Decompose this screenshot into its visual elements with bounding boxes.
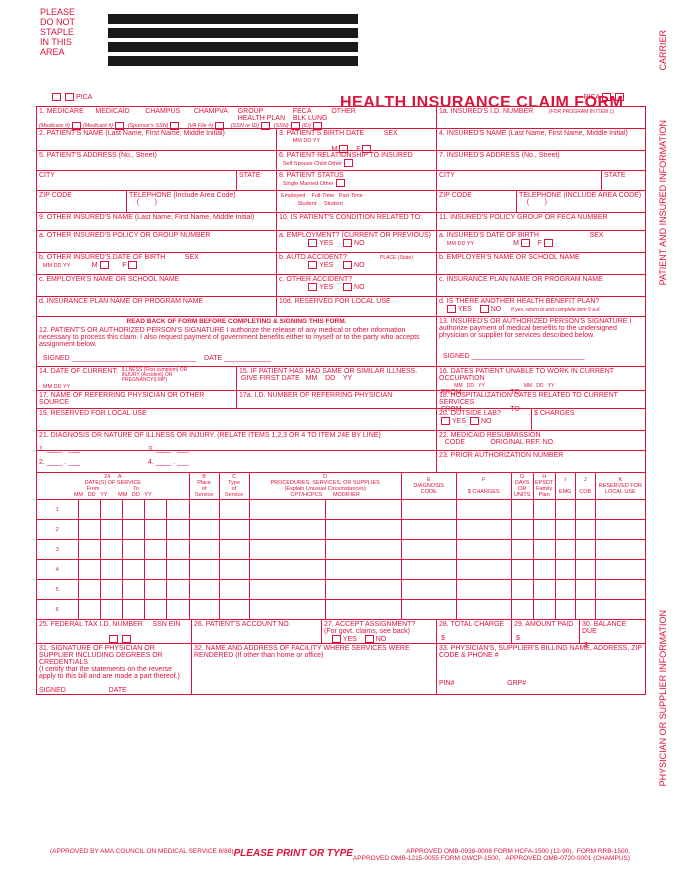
- field-26: 26. PATIENT'S ACCOUNT NO.: [192, 620, 322, 643]
- field-9a: a. OTHER INSURED'S POLICY OR GROUP NUMBE…: [37, 231, 277, 252]
- field-10d: 10d. RESERVED FOR LOCAL USE: [277, 297, 437, 316]
- field-15: 15. IF PATIENT HAS HAD SAME OR SIMILAR I…: [237, 367, 437, 390]
- field-8: 8. PATIENT STATUS Single Married Other: [277, 171, 437, 190]
- field-5-zip: ZIP CODE: [37, 191, 127, 212]
- field-14: 14. DATE OF CURRENT: ILLNESS (First symp…: [37, 367, 237, 390]
- field-13: 13. INSURED'S OR AUTHORIZED PERSON'S SIG…: [437, 317, 645, 366]
- field-23: 23. PRIOR AUTHORIZATION NUMBER: [437, 451, 645, 472]
- field-1a: 1a. INSURED'S I.D. NUMBER (FOR PROGRAM I…: [437, 107, 645, 128]
- field-7-zip: ZIP CODE: [437, 191, 517, 212]
- field-33: 33. PHYSICIAN'S, SUPPLIER'S BILLING NAME…: [437, 644, 645, 694]
- field-30: 30. BALANCE DUE $: [580, 620, 645, 643]
- carrier-label: CARRIER: [658, 30, 668, 71]
- field-2: 2. PATIENT'S NAME (Last Name, First Name…: [37, 129, 277, 150]
- field-8b: Employed Full-Time Part-Time Student Stu…: [277, 191, 437, 212]
- field-10c: c. OTHER ACCIDENT? YES NO: [277, 275, 437, 296]
- field-9: 9. OTHER INSURED'S NAME (Last Name, Firs…: [37, 213, 277, 230]
- field-7-city: CITY: [437, 171, 602, 190]
- field-16: 16. DATES PATIENT UNABLE TO WORK IN CURR…: [437, 367, 645, 390]
- field-5-state: STATE: [237, 171, 277, 190]
- service-table: 24. A DATE(S) OF SERVICEFrom ToMM DD YY …: [37, 473, 645, 620]
- field-9d: d. INSURANCE PLAN NAME OR PROGRAM NAME: [37, 297, 277, 316]
- field-20c: $ CHARGES: [532, 409, 645, 430]
- field-10b: b. AUTO ACCIDENT? PLACE (State) YES NO: [277, 253, 437, 274]
- field-3: 3. PATIENT'S BIRTH DATE SEX MM DD YY M F: [277, 129, 437, 150]
- field-9b: b. OTHER INSURED'S DATE OF BIRTH SEX MM …: [37, 253, 277, 274]
- side-phys-label: PHYSICIAN OR SUPPLIER INFORMATION: [658, 610, 668, 786]
- field-6: 6. PATIENT RELATIONSHIP TO INSURED Self …: [277, 151, 437, 170]
- field-7-state: STATE: [602, 171, 645, 190]
- field-17a: 17a. I.D. NUMBER OF REFERRING PHYSICIAN: [237, 391, 437, 408]
- field-1: 1. MEDICARE MEDICAID CHAMPUS CHAMPVA GRO…: [37, 107, 437, 128]
- field-11d: d. IS THERE ANOTHER HEALTH BENEFIT PLAN?…: [437, 297, 645, 316]
- field-27: 27. ACCEPT ASSIGNMENT? (For govt. claims…: [322, 620, 437, 643]
- side-patient-label: PATIENT AND INSURED INFORMATION: [658, 120, 668, 285]
- field-11: 11. INSURED'S POLICY GROUP OR FECA NUMBE…: [437, 213, 645, 230]
- pica-left: PICA: [50, 93, 92, 101]
- field-4: 4. INSURED'S NAME (Last Name, First Name…: [437, 129, 645, 150]
- field-20: 20. OUTSIDE LAB?YES NO: [437, 409, 532, 430]
- alignment-bars: [108, 14, 358, 66]
- field-7: 7. INSURED'S ADDRESS (No., Street): [437, 151, 645, 170]
- field-9c: c. EMPLOYER'S NAME OR SCHOOL NAME: [37, 275, 277, 296]
- field-10: 10. IS PATIENT'S CONDITION RELATED TO:: [277, 213, 437, 230]
- field-18: 18. HOSPITALIZATION DATES RELATED TO CUR…: [437, 391, 645, 408]
- field-19: 19. RESERVED FOR LOCAL USE: [37, 409, 437, 430]
- form-grid: 1. MEDICARE MEDICAID CHAMPUS CHAMPVA GRO…: [36, 106, 646, 695]
- field-5-tel: TELEPHONE (Include Area Code) ( ): [127, 191, 277, 212]
- field-25: 25. FEDERAL TAX I.D. NUMBER SSN EIN: [37, 620, 192, 643]
- field-21: 21. DIAGNOSIS OR NATURE OF ILLNESS OR IN…: [37, 431, 437, 450]
- pica-right: PICA: [584, 93, 626, 101]
- field-11a: a. INSURED'S DATE OF BIRTH SEX MM DD YY …: [437, 231, 645, 252]
- bottom-approval: (APPROVED BY AMA COUNCIL ON MEDICAL SERV…: [50, 848, 630, 862]
- field-32: 32. NAME AND ADDRESS OF FACILITY WHERE S…: [192, 644, 437, 694]
- field-11b: b. EMPLOYER'S NAME OR SCHOOL NAME: [437, 253, 645, 274]
- field-11c: c. INSURANCE PLAN NAME OR PROGRAM NAME: [437, 275, 645, 296]
- field-7-tel: TELEPHONE (INCLUDE AREA CODE) ( ): [517, 191, 645, 212]
- field-12: READ BACK OF FORM BEFORE COMPLETING & SI…: [37, 317, 437, 366]
- field-22: 22. MEDICAID RESUBMISSION CODE ORIGINAL …: [437, 431, 645, 450]
- staple-warning: PLEASE DO NOT STAPLE IN THIS AREA: [40, 8, 110, 57]
- field-31: 31. SIGNATURE OF PHYSICIAN OR SUPPLIER I…: [37, 644, 192, 694]
- field-17: 17. NAME OF REFERRING PHYSICIAN OR OTHER…: [37, 391, 237, 408]
- field-10a: a. EMPLOYMENT? (CURRENT OR PREVIOUS) YES…: [277, 231, 437, 252]
- field-5: 5. PATIENT'S ADDRESS (No., Street): [37, 151, 277, 170]
- field-29: 29. AMOUNT PAID $: [512, 620, 580, 643]
- field-28: 28. TOTAL CHARGE $: [437, 620, 512, 643]
- field-5-city: CITY: [37, 171, 237, 190]
- field-21b: 2. ____ . ___ 4. ____ . ___: [37, 451, 437, 472]
